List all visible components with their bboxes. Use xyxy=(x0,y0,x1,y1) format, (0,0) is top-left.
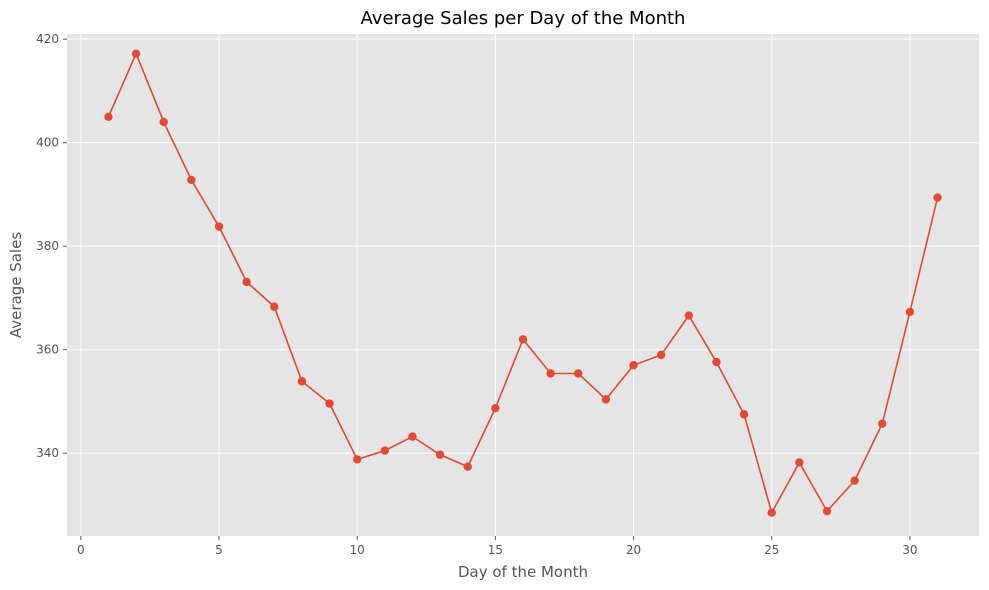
data-point xyxy=(518,335,528,344)
plot-area xyxy=(67,34,979,536)
x-axis-ticks: 0 5 10 15 20 25 30 xyxy=(77,536,918,557)
data-point xyxy=(905,307,915,317)
data-point xyxy=(242,277,251,287)
data-point xyxy=(187,175,196,185)
data-point xyxy=(850,476,859,485)
data-point xyxy=(933,193,942,202)
data-point xyxy=(684,311,694,320)
data-point xyxy=(380,446,390,455)
data-point xyxy=(325,399,334,408)
data-point xyxy=(214,222,224,231)
data-point xyxy=(878,419,887,428)
y-tick-label: 360 xyxy=(36,343,59,357)
data-point xyxy=(795,458,804,467)
data-point xyxy=(270,302,279,311)
x-tick-label: 0 xyxy=(77,543,85,557)
data-point xyxy=(574,369,583,378)
data-point xyxy=(656,350,666,360)
x-tick-label: 15 xyxy=(488,543,503,557)
data-point xyxy=(491,403,500,413)
x-tick-label: 30 xyxy=(902,543,917,557)
data-point xyxy=(159,117,168,127)
data-point xyxy=(629,361,638,370)
data-point xyxy=(739,410,749,419)
data-point xyxy=(546,369,555,378)
x-tick-label: 25 xyxy=(764,543,779,557)
x-tick-label: 5 xyxy=(215,543,223,557)
x-axis-label: Day of the Month xyxy=(458,563,588,581)
y-axis-label: Average Sales xyxy=(7,232,25,338)
chart-title: Average Sales per Day of the Month xyxy=(361,8,686,29)
data-point xyxy=(408,432,417,441)
data-point xyxy=(767,508,776,517)
data-points xyxy=(104,49,942,517)
x-tick-label: 10 xyxy=(350,543,365,557)
x-tick-label: 20 xyxy=(626,543,641,557)
y-axis-ticks: 340 360 380 400 420 xyxy=(36,32,67,460)
y-tick-label: 420 xyxy=(36,32,59,46)
y-tick-label: 400 xyxy=(36,136,59,150)
data-point xyxy=(352,455,362,464)
data-point xyxy=(463,462,472,471)
data-point xyxy=(435,450,445,459)
data-point xyxy=(712,357,721,367)
y-tick-label: 380 xyxy=(36,239,59,253)
data-point xyxy=(822,506,832,516)
y-tick-label: 340 xyxy=(36,446,59,460)
grid-lines xyxy=(67,34,979,536)
data-point xyxy=(297,377,307,386)
data-point xyxy=(131,49,141,58)
data-point xyxy=(104,112,113,122)
data-point xyxy=(601,395,611,404)
